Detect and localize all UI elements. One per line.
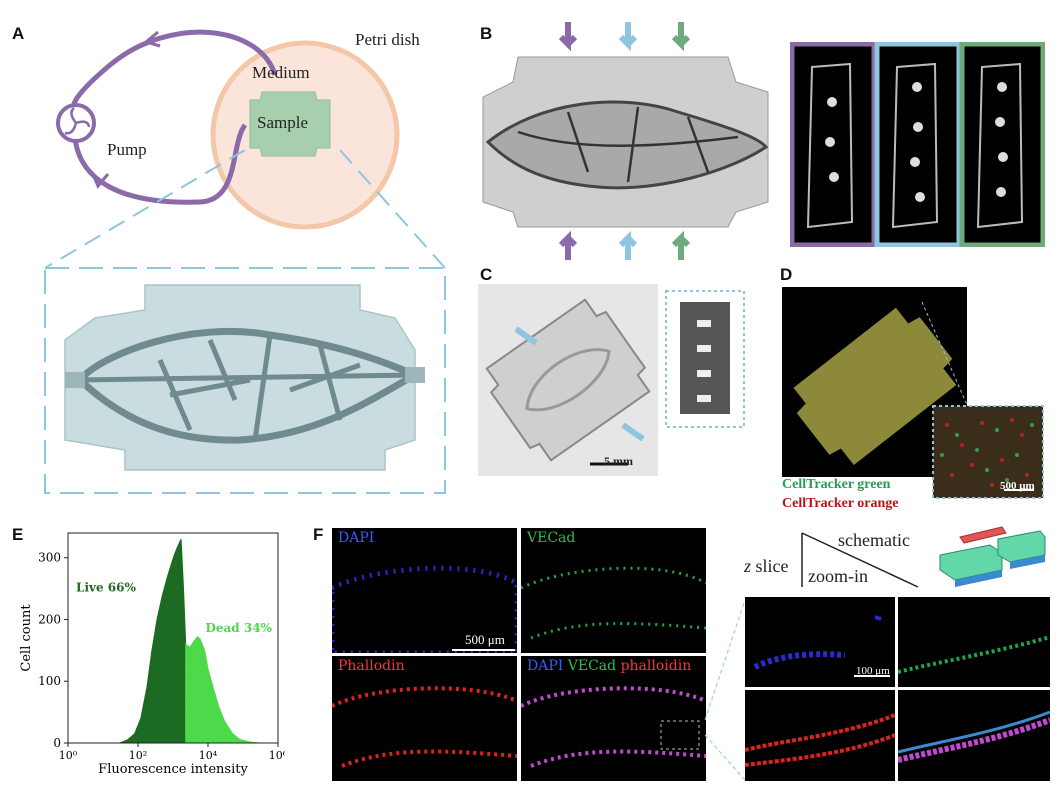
channel-pattern — [525, 348, 611, 412]
brightfield-inset — [665, 290, 745, 428]
arrow-icon — [621, 422, 645, 442]
zoom-line — [339, 150, 446, 269]
vascular-network-render — [44, 150, 446, 494]
x-tick-label: 10⁰ — [59, 749, 78, 762]
legend-green: CellTracker green — [782, 477, 891, 492]
perfusion-schematic — [56, 29, 400, 230]
zoom-vecad — [898, 597, 1050, 687]
vecad-label: VECad — [527, 530, 576, 546]
sample-label: Sample — [257, 113, 308, 132]
zoom-dapi — [745, 597, 895, 687]
dapi-image: DAPI — [332, 528, 517, 653]
zoom-phallodin — [745, 690, 895, 781]
slice-arrows-top — [558, 22, 691, 52]
dapi-label: DAPI — [338, 530, 375, 546]
legend-orange: CellTracker orange — [782, 496, 899, 511]
outlet-port — [405, 367, 425, 383]
flow-arrow — [90, 171, 110, 189]
inlet-port — [65, 372, 85, 388]
slice-arrows-bottom — [558, 230, 691, 260]
series-area-0 — [119, 538, 187, 744]
ct-vessel-branches — [517, 106, 739, 183]
cross-section-purple — [790, 42, 877, 247]
panel-letter-b: B — [480, 24, 493, 43]
brightfield-image — [478, 284, 658, 476]
y-tick-label: 300 — [38, 551, 61, 565]
scalebar-label-c: 5 mm — [604, 454, 633, 468]
arrow-down-icon — [671, 22, 691, 52]
zoom-frame — [660, 720, 700, 750]
zoom-line — [921, 301, 967, 406]
arrow-up-icon — [618, 230, 638, 260]
panel-letter-a: A — [12, 24, 25, 43]
zoom-merge — [898, 690, 1050, 781]
cross-section-green — [959, 42, 1045, 247]
scalebar-label-d: 500 μm — [1000, 480, 1035, 492]
x-tick-label: 10⁴ — [199, 749, 218, 762]
arrow-down-icon — [558, 22, 578, 52]
fluorescence-inset — [932, 405, 1044, 499]
zoom-line — [44, 150, 246, 269]
z-slice-label: z slice — [744, 556, 789, 576]
panel-letter-f: F — [313, 525, 324, 544]
plot-frame — [67, 532, 279, 744]
flow-arrow — [142, 30, 161, 48]
vecad-image: VECad — [521, 528, 706, 653]
stained-sample — [793, 307, 957, 466]
panel-letter-d: D — [780, 265, 793, 284]
ct-cross-sections — [790, 42, 1045, 247]
merge-dapi: DAPI — [527, 658, 564, 674]
zoom-frame — [44, 267, 446, 494]
pump-label: Pump — [107, 140, 147, 159]
zoom-line — [704, 734, 746, 781]
y-tick-label: 0 — [53, 736, 61, 750]
merge-vecad: VECad — [567, 658, 617, 674]
series-label-dead: Dead 34% — [205, 621, 272, 635]
schematic-label: schematic — [838, 530, 910, 550]
phallodin-label: Phallodin — [338, 658, 405, 674]
x-tick-label: 10⁶ — [269, 749, 285, 762]
inset-frame — [932, 405, 1044, 499]
pump-icon — [64, 107, 91, 135]
panel-letter-e: E — [12, 525, 24, 544]
panel-letter-c: C — [480, 265, 493, 284]
petri-dish-label: Petri dish — [355, 30, 420, 49]
arrow-icon — [514, 326, 538, 346]
y-axis-label: Cell count — [19, 604, 34, 672]
series-area-1 — [185, 636, 260, 744]
arrow-up-icon — [671, 230, 691, 260]
y-tick-label: 100 — [38, 674, 61, 688]
scalebar-label-small: 100 μm — [856, 665, 890, 677]
medium-label: Medium — [252, 63, 310, 82]
ct-volume-render — [482, 22, 769, 260]
x-axis-label: Fluorescence intensity — [98, 762, 248, 777]
vessel-branches — [79, 334, 416, 441]
arrow-up-icon — [558, 230, 578, 260]
series-label-live: Live 66% — [76, 581, 136, 595]
zoom-schematic — [801, 526, 1046, 588]
zoom-in-label: zoom-in — [808, 566, 868, 586]
flow-cytometry-histogram: 0 100 200 300 10⁰ 10² 10⁴ 10⁶ Fluorescence inten… — [19, 532, 285, 777]
phallodin-image: Phallodin — [332, 656, 517, 781]
medium-tube — [71, 29, 278, 111]
y-tick-label: 200 — [38, 612, 61, 626]
x-tick-label: 10² — [129, 749, 147, 762]
cross-section-blue — [874, 42, 962, 247]
zoom-line — [704, 599, 746, 721]
sample-chip — [249, 91, 331, 157]
hydrogel-sample — [485, 298, 651, 462]
arrow-down-icon — [618, 22, 638, 52]
scalebar-label-large: 500 μm — [465, 632, 505, 647]
plot-area: 0 100 200 300 10⁰ 10² 10⁴ 10⁶ Fluorescence inten… — [19, 532, 285, 777]
merge-image: DAPI VECad phalloidin — [521, 656, 706, 781]
merge-phalloidin: phalloidin — [620, 658, 692, 674]
cube-icon — [939, 526, 1046, 587]
merge-label: DAPI VECad phalloidin — [527, 658, 691, 674]
